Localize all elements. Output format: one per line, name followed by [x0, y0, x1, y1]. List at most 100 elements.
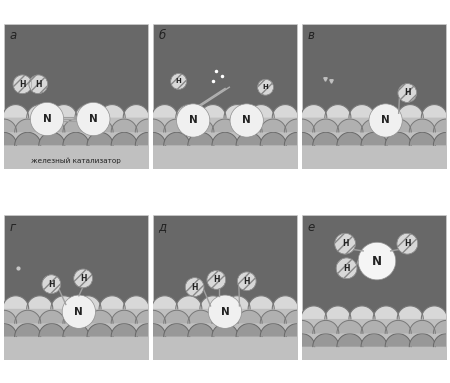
Text: H: H	[263, 84, 268, 90]
Polygon shape	[236, 132, 262, 145]
Polygon shape	[236, 324, 262, 337]
Text: H: H	[191, 283, 198, 291]
Polygon shape	[164, 132, 190, 145]
Text: H: H	[404, 88, 410, 98]
Text: N: N	[189, 116, 198, 126]
Text: N: N	[74, 307, 83, 317]
Polygon shape	[87, 310, 113, 323]
Polygon shape	[260, 119, 286, 132]
Polygon shape	[272, 296, 298, 309]
Polygon shape	[39, 132, 65, 145]
Polygon shape	[284, 310, 310, 323]
Polygon shape	[301, 306, 327, 319]
Text: H: H	[243, 277, 250, 286]
Polygon shape	[51, 296, 77, 309]
Polygon shape	[433, 132, 450, 145]
Text: H: H	[213, 275, 220, 284]
Polygon shape	[361, 132, 387, 145]
Polygon shape	[433, 334, 450, 347]
Text: H: H	[404, 239, 410, 248]
Polygon shape	[176, 296, 202, 309]
Polygon shape	[15, 132, 41, 145]
Circle shape	[336, 258, 357, 279]
Polygon shape	[288, 132, 315, 145]
Circle shape	[397, 233, 418, 254]
Circle shape	[230, 104, 263, 137]
Polygon shape	[385, 132, 411, 145]
Circle shape	[74, 269, 93, 288]
Text: H: H	[80, 274, 86, 283]
Polygon shape	[260, 324, 286, 337]
Polygon shape	[63, 324, 89, 337]
Text: H: H	[176, 79, 181, 84]
Polygon shape	[385, 119, 411, 132]
Polygon shape	[99, 296, 125, 309]
Polygon shape	[200, 296, 226, 309]
Polygon shape	[0, 310, 17, 323]
Text: H: H	[48, 280, 54, 289]
Circle shape	[257, 79, 274, 95]
Polygon shape	[361, 334, 387, 347]
Polygon shape	[164, 310, 190, 323]
Polygon shape	[140, 132, 166, 145]
Polygon shape	[212, 119, 238, 132]
Polygon shape	[3, 296, 29, 309]
Text: а: а	[9, 29, 17, 43]
Polygon shape	[212, 132, 238, 145]
Circle shape	[30, 102, 63, 136]
Polygon shape	[99, 105, 125, 118]
Polygon shape	[236, 310, 262, 323]
Polygon shape	[409, 321, 435, 334]
Polygon shape	[27, 105, 53, 118]
Polygon shape	[39, 324, 65, 337]
Polygon shape	[152, 296, 178, 309]
Polygon shape	[123, 296, 149, 309]
Circle shape	[398, 83, 417, 102]
FancyBboxPatch shape	[4, 23, 148, 168]
Polygon shape	[325, 306, 351, 319]
Circle shape	[13, 75, 32, 94]
Polygon shape	[39, 119, 65, 132]
Polygon shape	[337, 321, 363, 334]
Polygon shape	[63, 310, 89, 323]
Polygon shape	[0, 324, 17, 337]
Polygon shape	[224, 105, 250, 118]
FancyBboxPatch shape	[302, 23, 446, 168]
Text: H: H	[35, 80, 41, 89]
Text: N: N	[43, 114, 51, 124]
Polygon shape	[325, 105, 351, 118]
Polygon shape	[421, 306, 447, 319]
Polygon shape	[15, 324, 41, 337]
Polygon shape	[349, 306, 375, 319]
Polygon shape	[164, 324, 190, 337]
Text: N: N	[220, 307, 230, 317]
Polygon shape	[15, 119, 41, 132]
Polygon shape	[260, 132, 286, 145]
Circle shape	[29, 75, 48, 94]
Polygon shape	[421, 105, 447, 118]
Polygon shape	[288, 321, 315, 334]
Polygon shape	[200, 105, 226, 118]
Polygon shape	[135, 324, 162, 337]
Polygon shape	[111, 310, 137, 323]
Circle shape	[176, 104, 210, 137]
Polygon shape	[188, 132, 214, 145]
Polygon shape	[0, 119, 17, 132]
Polygon shape	[284, 132, 310, 145]
FancyBboxPatch shape	[302, 215, 446, 360]
Text: N: N	[243, 116, 251, 126]
Circle shape	[358, 242, 396, 280]
Circle shape	[207, 270, 226, 289]
Circle shape	[369, 104, 402, 137]
Polygon shape	[433, 119, 450, 132]
Polygon shape	[135, 119, 162, 132]
Polygon shape	[212, 310, 238, 323]
FancyBboxPatch shape	[153, 215, 297, 360]
Polygon shape	[0, 132, 17, 145]
Polygon shape	[140, 324, 166, 337]
FancyBboxPatch shape	[4, 215, 148, 360]
Polygon shape	[135, 310, 162, 323]
Text: железный катализатор: железный катализатор	[31, 157, 121, 164]
Polygon shape	[87, 119, 113, 132]
Polygon shape	[361, 119, 387, 132]
